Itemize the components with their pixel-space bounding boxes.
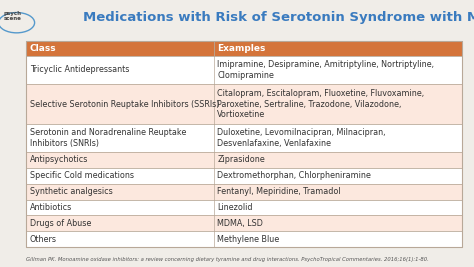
Text: Ziprasidone: Ziprasidone [218,155,265,164]
Bar [26,215,462,231]
Bar [26,199,462,215]
Bar [26,84,462,124]
Text: Others: Others [30,235,57,244]
Text: Gillman PK. Monoamine oxidase inhibitors: a review concerning dietary tyramine a: Gillman PK. Monoamine oxidase inhibitors… [26,257,429,262]
Text: Linezolid: Linezolid [218,203,253,212]
Bar [26,184,462,199]
Bar [26,41,462,56]
Text: Tricyclic Antidepressants: Tricyclic Antidepressants [30,65,129,74]
Text: Methylene Blue: Methylene Blue [218,235,280,244]
Text: Class: Class [30,44,56,53]
Bar [26,56,462,84]
Text: Examples: Examples [218,44,266,53]
Text: Synthetic analgesics: Synthetic analgesics [30,187,113,196]
Text: MDMA, LSD: MDMA, LSD [218,219,263,228]
Text: Drugs of Abuse: Drugs of Abuse [30,219,91,228]
Bar [26,124,462,152]
Text: Antibiotics: Antibiotics [30,203,72,212]
Text: Serotonin and Noradrenaline Reuptake
Inhibitors (SNRIs): Serotonin and Noradrenaline Reuptake Inh… [30,128,186,148]
Text: Duloxetine, Levomilnacipran, Milnacipran,
Desvenlafaxine, Venlafaxine: Duloxetine, Levomilnacipran, Milnacipran… [218,128,386,148]
Text: Citalopram, Escitalopram, Fluoxetine, Fluvoxamine,
Paroxetine, Sertraline, Trazo: Citalopram, Escitalopram, Fluoxetine, Fl… [218,89,425,119]
Text: Antipsychotics: Antipsychotics [30,155,88,164]
Text: Imipramine, Desipramine, Amitriptyline, Nortriptyline,
Clomipramine: Imipramine, Desipramine, Amitriptyline, … [218,60,434,80]
Text: psych
scene: psych scene [3,11,21,21]
Text: Dextromethorphan, Chlorpheniramine: Dextromethorphan, Chlorpheniramine [218,171,371,180]
Bar [26,231,462,247]
Text: Medications with Risk of Serotonin Syndrome with MAOIs: Medications with Risk of Serotonin Syndr… [83,11,474,24]
Bar [26,152,462,168]
Bar [26,168,462,184]
Text: Selective Serotonin Reuptake Inhibitors (SSRIs): Selective Serotonin Reuptake Inhibitors … [30,100,219,108]
Text: Specific Cold medications: Specific Cold medications [30,171,134,180]
Text: Fentanyl, Mepiridine, Tramadol: Fentanyl, Mepiridine, Tramadol [218,187,341,196]
Bar [26,41,462,247]
